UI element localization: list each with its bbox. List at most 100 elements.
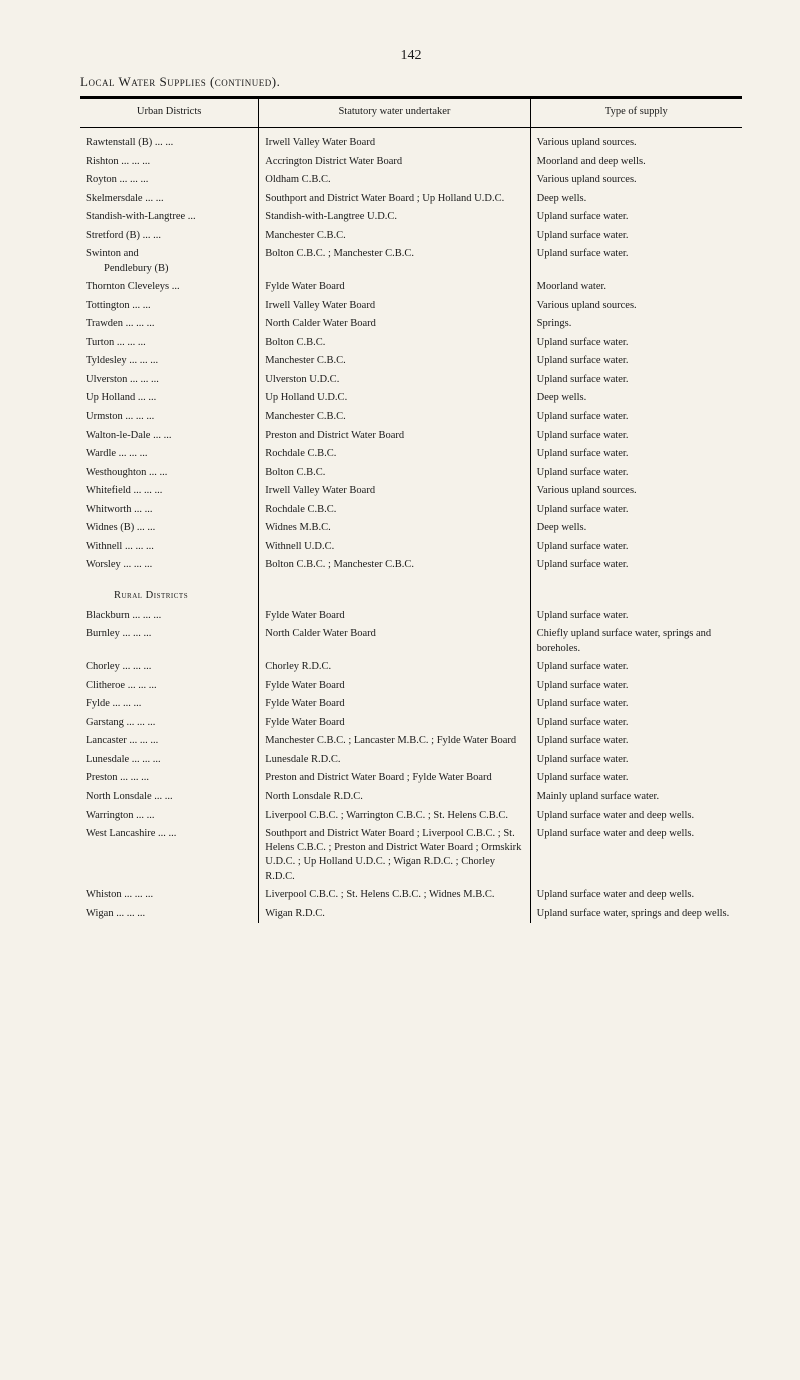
table-row: West Lancashire ... ...Southport and Dis…: [80, 825, 742, 886]
cell-district: Urmston ... ... ...: [80, 408, 259, 427]
cell-undertaker: Rochdale C.B.C.: [259, 445, 530, 464]
cell-district: Up Holland ... ...: [80, 389, 259, 408]
cell-district: Burnley ... ... ...: [80, 625, 259, 658]
table-row: Wardle ... ... ...Rochdale C.B.C.Upland …: [80, 445, 742, 464]
table-row: Widnes (B) ... ...Widnes M.B.C.Deep well…: [80, 519, 742, 538]
table-row: Burnley ... ... ...North Calder Water Bo…: [80, 625, 742, 658]
cell-undertaker: Liverpool C.B.C. ; St. Helens C.B.C. ; W…: [259, 886, 530, 905]
table-row: Lunesdale ... ... ...Lunesdale R.D.C.Upl…: [80, 751, 742, 770]
cell-supply: Deep wells.: [530, 190, 742, 209]
cell-supply: Upland surface water.: [530, 751, 742, 770]
cell-undertaker: Manchester C.B.C.: [259, 408, 530, 427]
cell-district: Chorley ... ... ...: [80, 658, 259, 677]
section-spacer: [259, 575, 530, 605]
table-row: Trawden ... ... ...North Calder Water Bo…: [80, 315, 742, 334]
cell-supply: Deep wells.: [530, 389, 742, 408]
cell-supply: Upland surface water.: [530, 538, 742, 557]
table-row: Rishton ... ... ...Accrington District W…: [80, 153, 742, 172]
table-wrap: Urban Districts Statutory water undertak…: [80, 96, 742, 923]
cell-district: Whitworth ... ...: [80, 501, 259, 520]
table-row: Lancaster ... ... ...Manchester C.B.C. ;…: [80, 732, 742, 751]
section-row: Rural Districts: [80, 575, 742, 605]
table-row: Westhoughton ... ...Bolton C.B.C.Upland …: [80, 463, 742, 482]
cell-supply: Upland surface water.: [530, 714, 742, 733]
cell-undertaker: North Calder Water Board: [259, 625, 530, 658]
cell-district: Standish-with-Langtree ...: [80, 208, 259, 227]
table-row: Urmston ... ... ...Manchester C.B.C.Upla…: [80, 408, 742, 427]
cell-district: Rishton ... ... ...: [80, 153, 259, 172]
table-row: Worsley ... ... ...Bolton C.B.C. ; Manch…: [80, 556, 742, 575]
table-row: Walton-le-Dale ... ...Preston and Distri…: [80, 426, 742, 445]
supplies-table: Urban Districts Statutory water undertak…: [80, 98, 742, 923]
page-number: 142: [80, 48, 742, 64]
cell-undertaker: Fylde Water Board: [259, 605, 530, 625]
cell-undertaker: Bolton C.B.C.: [259, 463, 530, 482]
cell-district: West Lancashire ... ...: [80, 825, 259, 886]
cell-undertaker: Bolton C.B.C.: [259, 334, 530, 353]
table-row: Garstang ... ... ...Fylde Water BoardUpl…: [80, 714, 742, 733]
cell-district: Walton-le-Dale ... ...: [80, 426, 259, 445]
table-row: North Lonsdale ... ...North Lonsdale R.D…: [80, 788, 742, 807]
table-row: Turton ... ... ...Bolton C.B.C.Upland su…: [80, 334, 742, 353]
cell-undertaker: Manchester C.B.C. ; Lancaster M.B.C. ; F…: [259, 732, 530, 751]
cell-district: Withnell ... ... ...: [80, 538, 259, 557]
cell-district: Garstang ... ... ...: [80, 714, 259, 733]
cell-supply: Upland surface water.: [530, 371, 742, 390]
table-row: Whiston ... ... ...Liverpool C.B.C. ; St…: [80, 886, 742, 905]
section-spacer: [530, 575, 742, 605]
cell-district: Blackburn ... ... ...: [80, 605, 259, 625]
table-row: Standish-with-Langtree ...Standish-with-…: [80, 208, 742, 227]
cell-undertaker: Fylde Water Board: [259, 278, 530, 297]
cell-district: Lancaster ... ... ...: [80, 732, 259, 751]
cell-undertaker: Standish-with-Langtree U.D.C.: [259, 208, 530, 227]
table-row: Tottington ... ...Irwell Valley Water Bo…: [80, 297, 742, 316]
cell-supply: Upland surface water.: [530, 245, 742, 278]
cell-supply: Chiefly upland surface water, springs an…: [530, 625, 742, 658]
cell-supply: Upland surface water.: [530, 445, 742, 464]
cell-undertaker: Rochdale C.B.C.: [259, 501, 530, 520]
cell-supply: Various upland sources.: [530, 128, 742, 153]
cell-supply: Springs.: [530, 315, 742, 334]
cell-undertaker: Ulverston U.D.C.: [259, 371, 530, 390]
cell-district: Royton ... ... ...: [80, 171, 259, 190]
table-row: Preston ... ... ...Preston and District …: [80, 769, 742, 788]
cell-undertaker: North Calder Water Board: [259, 315, 530, 334]
cell-supply: Upland surface water.: [530, 426, 742, 445]
table-row: Blackburn ... ... ...Fylde Water BoardUp…: [80, 605, 742, 625]
cell-district: Rawtenstall (B) ... ...: [80, 128, 259, 153]
cell-undertaker: Fylde Water Board: [259, 695, 530, 714]
cell-undertaker: Preston and District Water Board ; Fylde…: [259, 769, 530, 788]
cell-supply: Upland surface water.: [530, 227, 742, 246]
cell-supply: Moorland water.: [530, 278, 742, 297]
table-row: Ulverston ... ... ...Ulverston U.D.C.Upl…: [80, 371, 742, 390]
cell-district: Whitefield ... ... ...: [80, 482, 259, 501]
cell-district: Widnes (B) ... ...: [80, 519, 259, 538]
cell-district: Thornton Cleveleys ...: [80, 278, 259, 297]
cell-undertaker: Irwell Valley Water Board: [259, 297, 530, 316]
cell-undertaker: Preston and District Water Board: [259, 426, 530, 445]
table-row: Up Holland ... ...Up Holland U.D.C.Deep …: [80, 389, 742, 408]
section-label: Rural Districts: [80, 575, 259, 605]
cell-supply: Upland surface water.: [530, 463, 742, 482]
cell-district: Warrington ... ...: [80, 806, 259, 825]
table-row: Swinton andPendlebury (B)Bolton C.B.C. ;…: [80, 245, 742, 278]
cell-district: Stretford (B) ... ...: [80, 227, 259, 246]
table-row: Stretford (B) ... ...Manchester C.B.C.Up…: [80, 227, 742, 246]
cell-supply: Upland surface water.: [530, 501, 742, 520]
cell-supply: Various upland sources.: [530, 171, 742, 190]
cell-supply: Upland surface water and deep wells.: [530, 825, 742, 886]
cell-undertaker: Manchester C.B.C.: [259, 227, 530, 246]
cell-supply: Upland surface water.: [530, 208, 742, 227]
cell-supply: Upland surface water.: [530, 605, 742, 625]
cell-district: Wardle ... ... ...: [80, 445, 259, 464]
cell-supply: Upland surface water, springs and deep w…: [530, 905, 742, 924]
cell-district: Lunesdale ... ... ...: [80, 751, 259, 770]
table-row: Tyldesley ... ... ...Manchester C.B.C.Up…: [80, 352, 742, 371]
cell-district: Wigan ... ... ...: [80, 905, 259, 924]
cell-supply: Upland surface water.: [530, 408, 742, 427]
cell-district: Whiston ... ... ...: [80, 886, 259, 905]
table-row: Whitworth ... ...Rochdale C.B.C.Upland s…: [80, 501, 742, 520]
cell-supply: Upland surface water and deep wells.: [530, 806, 742, 825]
cell-district: Tottington ... ...: [80, 297, 259, 316]
cell-supply: Various upland sources.: [530, 482, 742, 501]
